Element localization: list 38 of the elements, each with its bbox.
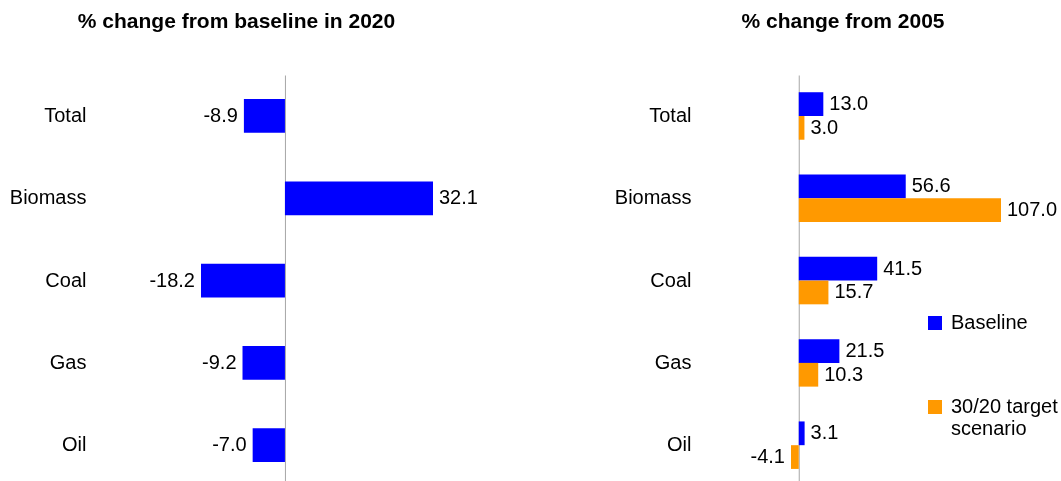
y-tick-label: Coal: [45, 268, 87, 291]
y-tick-label: Coal: [650, 268, 692, 291]
data-label: -4.1: [750, 445, 785, 468]
data-label: 15.7: [834, 280, 874, 303]
data-label: 107.0: [1007, 198, 1058, 221]
data-label: -7.0: [212, 433, 247, 456]
bar: [798, 339, 840, 363]
bar: [798, 421, 805, 446]
data-label: -9.2: [202, 350, 237, 373]
y-tick-label: Oil: [62, 433, 87, 456]
y-tick-label: Oil: [667, 433, 692, 456]
chart-title: % change from 2005: [741, 9, 945, 32]
data-label: 3.1: [810, 421, 839, 444]
bar: [798, 174, 906, 199]
data-label: 10.3: [824, 362, 864, 385]
legend-label: 30/20 target scenario: [951, 395, 1059, 439]
bar: [798, 92, 824, 116]
y-tick-label: Gas: [49, 350, 87, 373]
y-tick-label: Total: [44, 103, 87, 126]
data-label: 13.0: [829, 92, 869, 115]
bar: [798, 256, 878, 281]
data-label: 3.0: [810, 115, 839, 138]
y-tick-label: Biomass: [614, 186, 692, 209]
data-label: -18.2: [149, 268, 195, 291]
y-tick-label: Gas: [654, 350, 692, 373]
bar: [798, 280, 829, 305]
data-label: -8.9: [203, 103, 238, 126]
bar: [791, 445, 799, 469]
bar: [798, 362, 819, 387]
y-tick-label: Total: [649, 103, 692, 126]
y-tick-label: Biomass: [9, 186, 87, 209]
legend-label: Baseline: [951, 311, 1028, 333]
chart-title: % change from baseline in 2020: [77, 9, 396, 32]
data-label: 41.5: [883, 256, 923, 279]
bar: [798, 198, 1001, 223]
data-label: 32.1: [439, 186, 478, 209]
data-label: 21.5: [845, 339, 885, 362]
data-label: 56.6: [911, 174, 951, 197]
